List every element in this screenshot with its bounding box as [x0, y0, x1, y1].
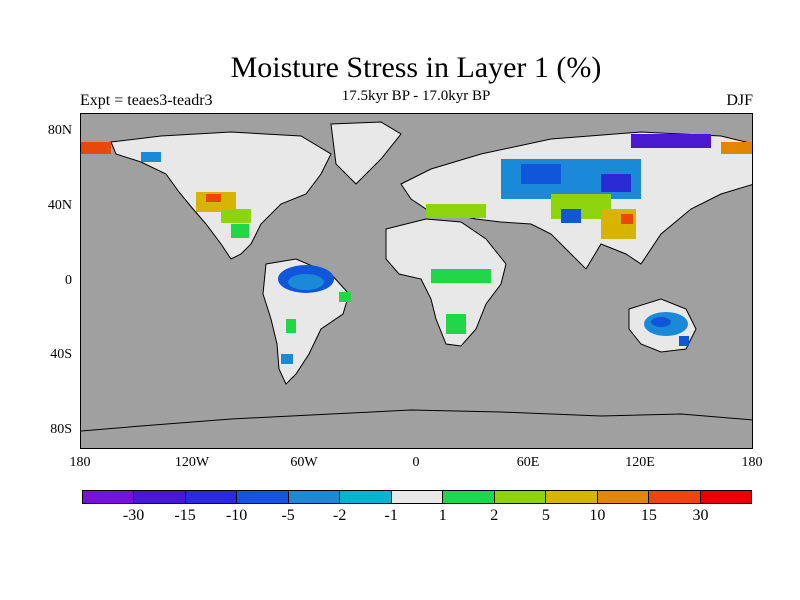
colorbar-cell [185, 491, 238, 503]
anomaly-patches [81, 134, 752, 364]
season-label: DJF [726, 92, 753, 109]
lon-label-180w: 180 [69, 455, 91, 470]
lon-label-60e: 60E [516, 455, 540, 470]
colorbar-cell [700, 491, 752, 503]
lat-label-40s: 40S [50, 347, 72, 362]
lon-label-0: 0 [412, 455, 420, 470]
colorbar-cell [134, 491, 186, 503]
lat-label-80n: 80N [47, 123, 72, 138]
lon-label-60w: 60W [290, 455, 318, 470]
colorbar-cell [288, 491, 341, 503]
lon-label-120e: 120E [625, 455, 655, 470]
colorbar-cell [649, 491, 701, 503]
colorbar-label: -10 [225, 507, 248, 524]
lon-label-180e: 180 [741, 455, 763, 470]
colorbar-label: -2 [333, 507, 347, 524]
map-panel [80, 113, 753, 449]
colorbar-cell [391, 491, 444, 503]
land-layer [81, 121, 752, 432]
lat-label-0: 0 [65, 273, 72, 288]
colorbar-label: -15 [174, 507, 196, 524]
colorbar-label: -5 [281, 507, 295, 524]
colorbar-label: -30 [122, 507, 145, 524]
land-greenland [330, 121, 402, 185]
colorbar-label: -1 [384, 507, 398, 524]
land-south-america [262, 258, 350, 385]
colorbar-cell [597, 491, 650, 503]
colorbar-label: 1 [438, 507, 447, 524]
colorbar-label: 15 [640, 507, 657, 524]
figure-subtitle: 17.5kyr BP - 17.0kyr BP [341, 88, 491, 104]
land-antarctica [81, 409, 752, 432]
lon-label-120w: 120W [174, 455, 210, 470]
lat-label-40n: 40N [47, 198, 72, 213]
lat-label-80s: 80S [50, 422, 72, 437]
colorbar-cell [494, 491, 547, 503]
colorbar-label: 5 [541, 507, 550, 524]
experiment-label: Expt = teaes3-teadr3 [80, 92, 213, 109]
map-svg [81, 121, 752, 432]
figure-title: Moisture Stress in Layer 1 (%) [230, 51, 602, 84]
colorbar-cell [340, 491, 392, 503]
colorbar-label: 2 [490, 507, 499, 524]
colorbar-cell [83, 491, 135, 503]
colorbar-cell [546, 491, 598, 503]
colorbar-cell [443, 491, 495, 503]
colorbar-cell [237, 491, 289, 503]
colorbar-label: 10 [589, 507, 606, 524]
colorbar [82, 490, 752, 504]
colorbar-label: 30 [692, 507, 709, 524]
